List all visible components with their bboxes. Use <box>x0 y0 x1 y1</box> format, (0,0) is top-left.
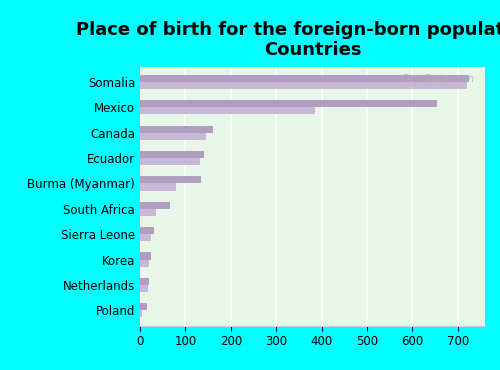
Bar <box>140 209 156 216</box>
Bar <box>140 227 153 234</box>
Bar <box>140 125 212 132</box>
Bar <box>140 260 149 267</box>
Bar <box>140 75 469 82</box>
Title: Place of birth for the foreign-born population -
Countries: Place of birth for the foreign-born popu… <box>76 21 500 60</box>
Bar <box>140 184 176 191</box>
Bar <box>140 202 170 209</box>
Bar <box>140 132 206 140</box>
Bar <box>140 303 147 310</box>
Bar <box>140 151 203 158</box>
Text: City-Data.com: City-Data.com <box>400 74 474 84</box>
Bar <box>140 234 151 241</box>
Bar <box>140 176 202 184</box>
Bar <box>140 158 200 165</box>
Bar <box>140 278 149 285</box>
Bar <box>140 310 142 317</box>
Bar <box>140 252 151 260</box>
Bar <box>140 100 438 107</box>
Bar <box>140 285 148 292</box>
Bar <box>140 107 315 114</box>
Bar <box>140 82 467 89</box>
